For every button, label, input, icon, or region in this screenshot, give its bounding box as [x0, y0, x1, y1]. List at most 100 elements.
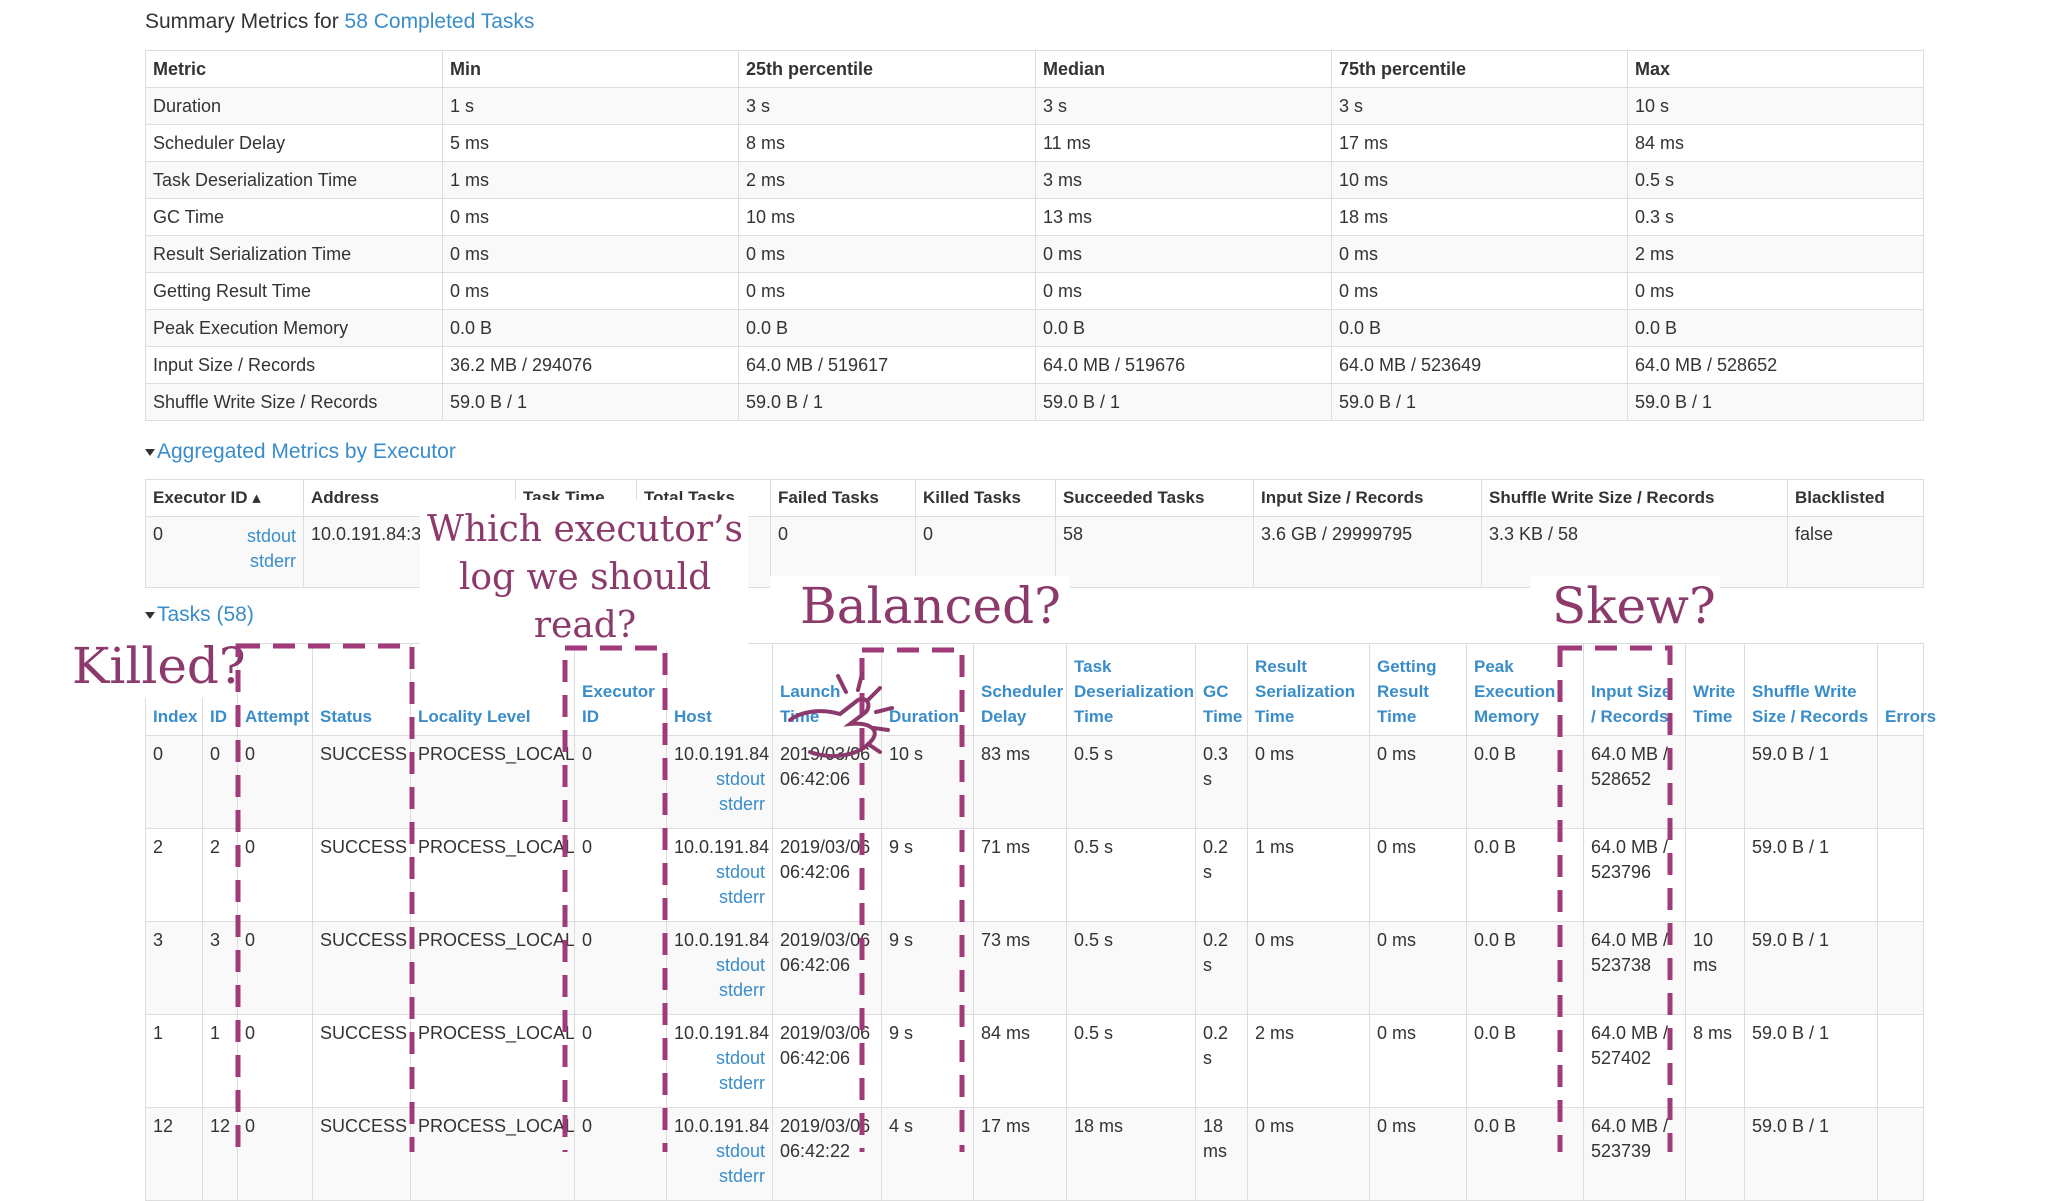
task-row: 12 12 0 SUCCESS PROCESS_LOCAL 0 10.0.191.84 std…	[145, 1107, 1924, 1201]
task-sched-delay: 73 ms	[973, 921, 1067, 1015]
summary-col-min: Min	[442, 50, 739, 88]
task-deser: 0.5 s	[1066, 921, 1196, 1015]
task-id: 1	[202, 1014, 238, 1108]
aggregated-heading[interactable]: Aggregated Metrics by Executor	[145, 440, 456, 464]
task-stderr-link[interactable]: stderr	[718, 794, 765, 814]
task-sched-delay: 17 ms	[973, 1107, 1067, 1201]
summary-cell: 18 ms	[1331, 198, 1628, 236]
summary-cell: 17 ms	[1331, 124, 1628, 162]
summary-cell: 59.0 B / 1	[1035, 383, 1332, 421]
task-index: 0	[145, 735, 203, 829]
task-status: SUCCESS	[312, 735, 411, 829]
tasks-col-gc-time[interactable]: GC Time	[1195, 643, 1248, 736]
task-log-links: stdout stderr	[674, 860, 765, 910]
tasks-col-host[interactable]: Host	[666, 643, 773, 736]
task-input: 64.0 MB / 523738	[1583, 921, 1686, 1015]
task-attempt: 0	[237, 921, 313, 1015]
task-status: SUCCESS	[312, 921, 411, 1015]
summary-cell: 2 ms	[1627, 235, 1924, 273]
task-locality: PROCESS_LOCAL	[410, 1014, 575, 1108]
annotation-backdrop	[770, 576, 1070, 638]
aggregated-heading-label[interactable]: Aggregated Metrics by Executor	[157, 440, 456, 463]
annotation-killed: Killed?	[72, 637, 246, 695]
task-log-links: stdout stderr	[674, 953, 765, 1003]
tasks-col-write-time[interactable]: Write Time	[1685, 643, 1745, 736]
task-getting: 0 ms	[1369, 921, 1467, 1015]
task-locality: PROCESS_LOCAL	[410, 1107, 575, 1201]
task-id: 3	[202, 921, 238, 1015]
agg-col-succeeded-tasks: Succeeded Tasks	[1055, 479, 1254, 517]
task-launch: 2019/03/06 06:42:06	[772, 921, 882, 1015]
task-locality: PROCESS_LOCAL	[410, 921, 575, 1015]
summary-row: Getting Result Time 0 ms 0 ms 0 ms 0 ms 0 ms	[145, 272, 1924, 310]
tasks-col-attempt[interactable]: Attempt	[237, 643, 313, 736]
task-host: 10.0.191.84	[674, 1116, 770, 1136]
tasks-col-result-serialization-time[interactable]: Result Serialization Time	[1247, 643, 1370, 736]
summary-cell: 64.0 MB / 523649	[1331, 346, 1628, 384]
tasks-col-shuffle-write-size-records[interactable]: Shuffle Write Size / Records	[1744, 643, 1878, 736]
task-stderr-link[interactable]: stderr	[718, 1166, 765, 1186]
summary-cell: 10 ms	[1331, 161, 1628, 199]
task-peak: 0.0 B	[1466, 828, 1584, 922]
task-status: SUCCESS	[312, 1014, 411, 1108]
task-log-links: stdout stderr	[674, 1046, 765, 1096]
tasks-col-errors[interactable]: Errors	[1877, 643, 1936, 736]
task-duration: 4 s	[881, 1107, 974, 1201]
task-launch: 2019/03/06 06:42:06	[772, 828, 882, 922]
annotation-backdrop	[1530, 576, 1720, 638]
tasks-heading[interactable]: Tasks (58)	[145, 603, 254, 627]
tasks-col-executor-id[interactable]: Executor ID	[574, 643, 667, 736]
task-stdout-link[interactable]: stdout	[715, 1048, 765, 1068]
annotation-backdrop	[420, 500, 748, 650]
agg-stdout-link[interactable]: stdout	[246, 526, 296, 546]
tasks-heading-label[interactable]: Tasks (58)	[157, 603, 254, 626]
tasks-col-duration[interactable]: Duration	[881, 643, 974, 736]
collapse-triangle-icon[interactable]	[145, 448, 155, 456]
task-id: 12	[202, 1107, 238, 1201]
task-errors	[1877, 921, 1924, 1015]
task-peak: 0.0 B	[1466, 735, 1584, 829]
summary-cell: 3 s	[1331, 87, 1628, 125]
task-executor: 0	[574, 1014, 667, 1108]
summary-cell: 0 ms	[442, 272, 739, 310]
tasks-col-input-size-records[interactable]: Input Size / Records	[1583, 643, 1686, 736]
task-write-time: 8 ms	[1685, 1014, 1745, 1108]
task-stderr-link[interactable]: stderr	[718, 887, 765, 907]
tasks-col-task-deserialization-time[interactable]: Task Deserialization Time	[1066, 643, 1196, 736]
tasks-col-status[interactable]: Status	[312, 643, 411, 736]
summary-cell: 0.5 s	[1627, 161, 1924, 199]
task-stderr-link[interactable]: stderr	[718, 1073, 765, 1093]
collapse-triangle-icon[interactable]	[145, 611, 155, 619]
task-write-time	[1685, 735, 1745, 829]
completed-tasks-link[interactable]: 58 Completed Tasks	[344, 10, 535, 33]
tasks-col-launch-time[interactable]: Launch Time	[772, 643, 882, 736]
task-stdout-link[interactable]: stdout	[715, 955, 765, 975]
task-getting: 0 ms	[1369, 735, 1467, 829]
summary-col-median: Median	[1035, 50, 1332, 88]
agg-col-input-size-records: Input Size / Records	[1253, 479, 1482, 517]
tasks-table: Index ID Attempt Status Locality Level Execut…	[145, 643, 1936, 1201]
task-stdout-link[interactable]: stdout	[715, 769, 765, 789]
tasks-col-peak-execution-memory[interactable]: Peak Execution Memory	[1466, 643, 1584, 736]
tasks-col-getting-result-time[interactable]: Getting Result Time	[1369, 643, 1467, 736]
task-errors	[1877, 1107, 1924, 1201]
task-stdout-link[interactable]: stdout	[715, 862, 765, 882]
task-sched-delay: 71 ms	[973, 828, 1067, 922]
task-status: SUCCESS	[312, 828, 411, 922]
task-launch: 2019/03/06 06:42:22	[772, 1107, 882, 1201]
tasks-col-locality-level[interactable]: Locality Level	[410, 643, 575, 736]
tasks-col-scheduler-delay[interactable]: Scheduler Delay	[973, 643, 1067, 736]
summary-row: Shuffle Write Size / Records 59.0 B / 1 59…	[145, 383, 1924, 421]
task-stderr-link[interactable]: stderr	[718, 980, 765, 1000]
task-host-cell: 10.0.191.84 stdout stderr	[666, 1107, 773, 1201]
task-duration: 10 s	[881, 735, 974, 829]
agg-stderr-link[interactable]: stderr	[249, 551, 296, 571]
summary-col-max: Max	[1627, 50, 1924, 88]
task-log-links: stdout stderr	[674, 1139, 765, 1189]
task-executor: 0	[574, 735, 667, 829]
annotation-balanced: Balanced?	[800, 577, 1061, 635]
agg-col-executor-id[interactable]: Executor ID ▴	[145, 479, 304, 517]
summary-row: Peak Execution Memory 0.0 B 0.0 B 0.0 B 0.0 …	[145, 309, 1924, 347]
aggregated-metrics-table: Executor ID ▴ Address Task Time Total Tasks…	[145, 479, 1924, 588]
summary-cell: 0.3 s	[1627, 198, 1924, 236]
